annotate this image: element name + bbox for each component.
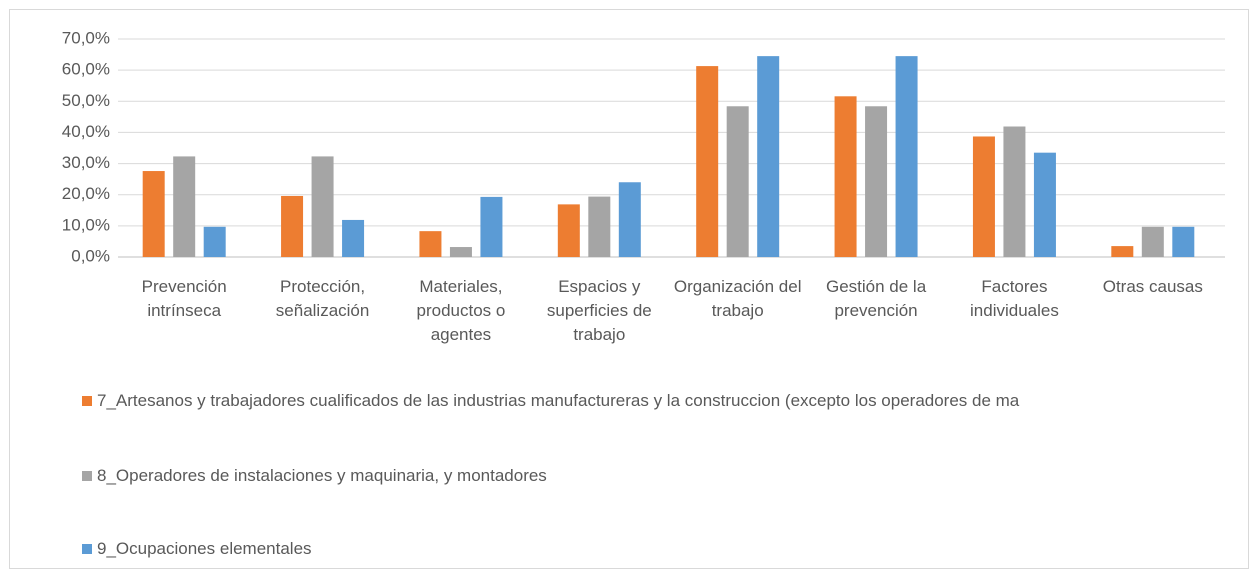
legend-label: 8_Operadores de instalaciones y maquinar… (97, 466, 547, 485)
bar (588, 196, 611, 257)
legend-label: 7_Artesanos y trabajadores cualificados … (97, 391, 1020, 410)
legend-item: 7_Artesanos y trabajadores cualificados … (82, 388, 1212, 413)
legend-item: 8_Operadores de instalaciones y maquinar… (82, 463, 1212, 488)
bar (834, 96, 857, 257)
y-tick-label: 10,0% (62, 215, 110, 234)
bar (142, 171, 165, 257)
chart-frame (9, 9, 1249, 569)
x-tick-label: Otras causas (1102, 277, 1203, 296)
bar (281, 195, 304, 257)
y-tick-label: 20,0% (62, 184, 110, 203)
y-tick-label: 0,0% (71, 246, 110, 265)
x-tick-label: Gestión de la prevención (825, 277, 927, 320)
bar (696, 66, 719, 257)
legend-swatch (82, 544, 92, 554)
bar (726, 106, 749, 257)
x-tick-label: Prevención intrínseca (141, 277, 227, 320)
bar (895, 56, 918, 257)
bar (449, 247, 472, 257)
bar (480, 196, 503, 257)
x-tick-label: Espacios y superficies de trabajo (546, 277, 652, 344)
bar (1111, 246, 1134, 257)
x-tick-label: Materiales, productos o agentes (416, 277, 506, 344)
bar (757, 56, 780, 257)
bar (311, 156, 334, 257)
bar (1141, 226, 1164, 257)
bar (342, 219, 365, 257)
bar (1033, 152, 1056, 257)
bar (972, 136, 995, 257)
bar (1172, 226, 1195, 257)
legend-label: 9_Ocupaciones elementales (97, 539, 312, 558)
legend-swatch (82, 471, 92, 481)
bar (1003, 126, 1026, 257)
x-tick-label: Factores individuales (970, 277, 1059, 320)
bar (865, 106, 888, 257)
bar (419, 231, 442, 257)
y-tick-label: 60,0% (62, 60, 110, 79)
bar (618, 182, 641, 257)
bar (173, 156, 196, 257)
legend-item: 9_Ocupaciones elementales (82, 536, 1212, 561)
legend-swatch (82, 396, 92, 406)
y-tick-label: 70,0% (62, 28, 110, 47)
x-tick-label: Organización del trabajo (673, 277, 802, 320)
x-tick-label: Protección, señalización (275, 277, 370, 320)
bar (557, 204, 580, 257)
y-tick-label: 40,0% (62, 122, 110, 141)
bar (203, 226, 226, 257)
y-tick-label: 50,0% (62, 91, 110, 110)
y-tick-label: 30,0% (62, 153, 110, 172)
